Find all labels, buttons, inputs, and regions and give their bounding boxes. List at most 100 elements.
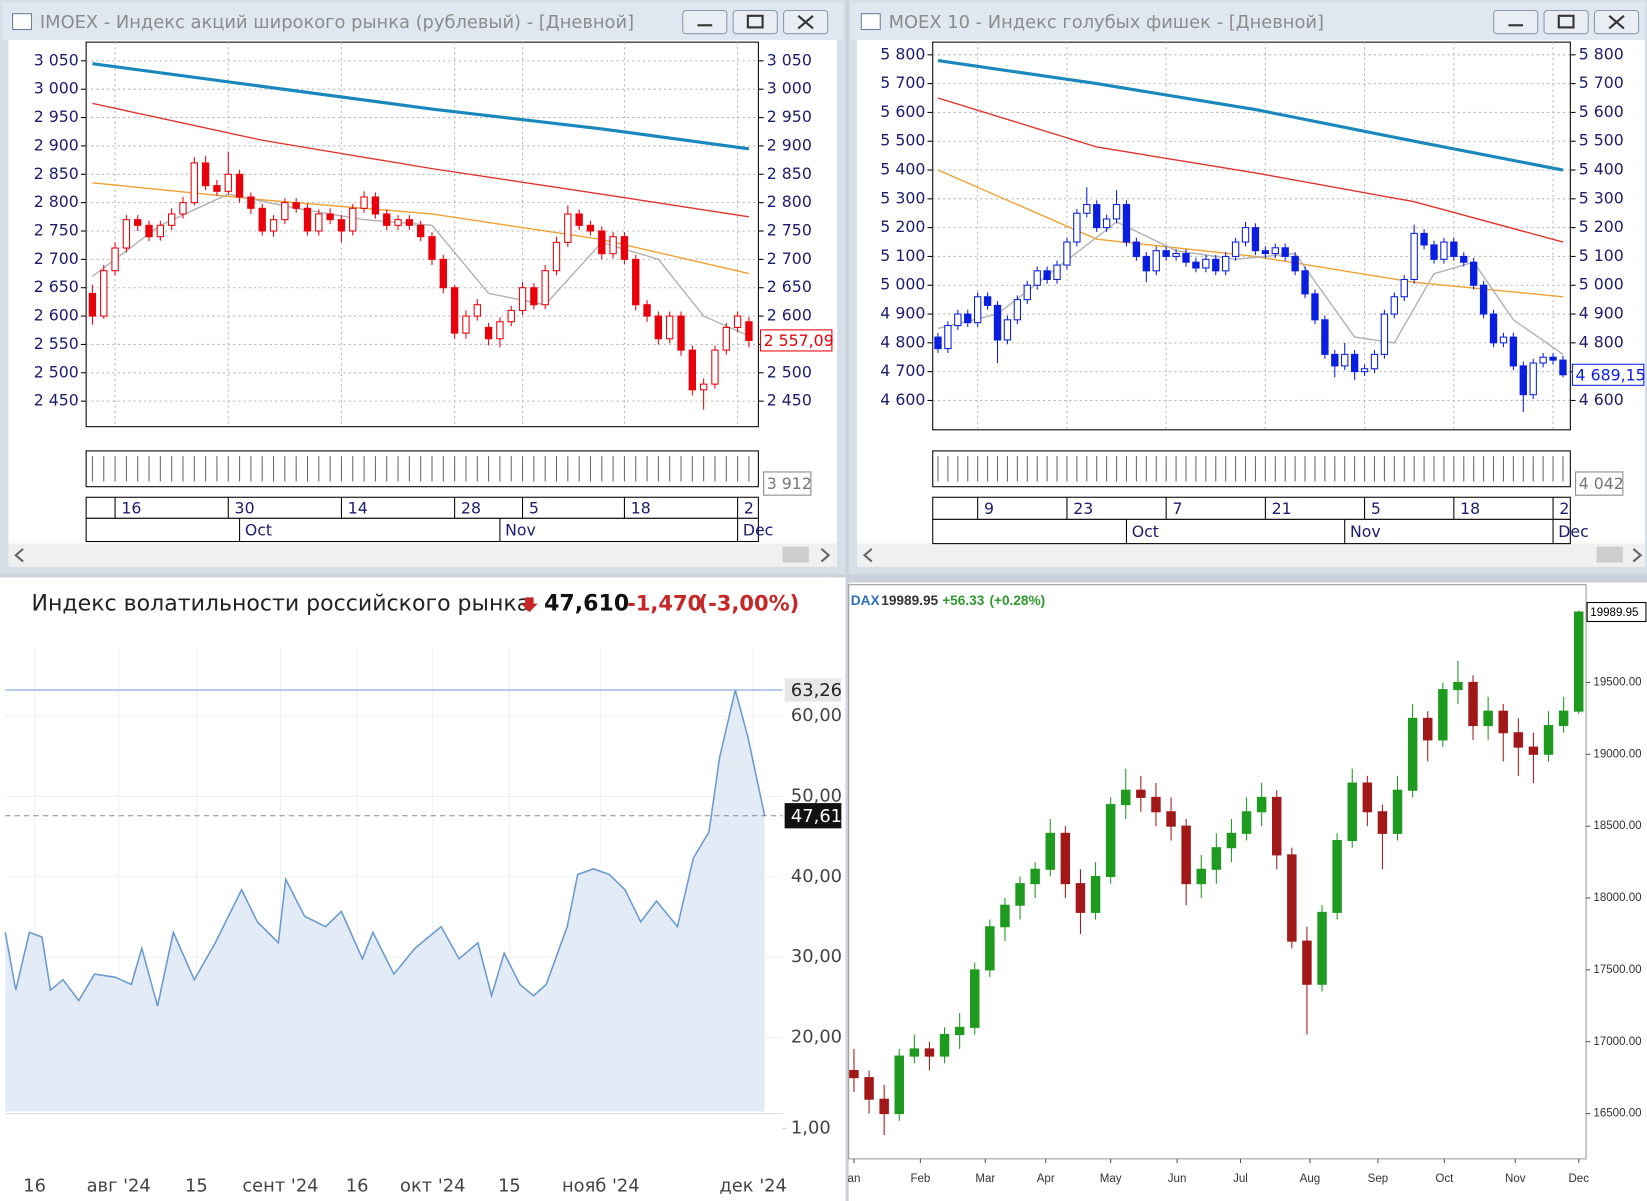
candle-body (1498, 710, 1508, 734)
candle-body (1311, 293, 1319, 321)
candle-body (745, 321, 753, 341)
x-tick-label: May (1100, 1173, 1122, 1185)
candle-body (1281, 247, 1289, 257)
candle-body (1196, 868, 1206, 885)
y-tick-label: 2 800 (34, 192, 79, 211)
scrollbar[interactable] (8, 543, 838, 567)
x-tick-label: 14 (348, 498, 368, 517)
minimize-button[interactable] (682, 10, 728, 35)
candle-body (1407, 717, 1418, 791)
last-value-label: 19989.95 (1590, 607, 1638, 619)
candle-body (954, 313, 962, 327)
scroll-thumb[interactable] (1596, 546, 1623, 563)
y-tick-label: 2 900 (767, 135, 812, 154)
y-tick-label: 17500.00 (1593, 964, 1641, 976)
candle-body (383, 213, 391, 226)
scrollbar[interactable] (857, 543, 1645, 567)
candle-body (620, 236, 629, 260)
date-strip (932, 518, 1571, 545)
candle-body (484, 326, 493, 340)
candle-body (1499, 336, 1508, 344)
y-tick-label: 2 700 (767, 249, 812, 268)
candle-body (1430, 244, 1438, 260)
candle-body (985, 926, 995, 971)
y-tick-label: 5 600 (880, 102, 925, 121)
scroll-arrows[interactable] (862, 548, 1643, 563)
candle-body (315, 213, 323, 232)
y-tick-label: 4 800 (1579, 332, 1624, 351)
y-tick-label: 5 100 (880, 246, 925, 265)
y-tick-label: 2 450 (34, 391, 79, 410)
candle-body (190, 162, 198, 204)
candle-body (1450, 241, 1458, 257)
y-tick-label: 5 800 (880, 44, 925, 63)
change-value: -1,470 (627, 591, 702, 616)
candle-body (944, 325, 952, 350)
candle-body (1063, 241, 1071, 266)
month-label: Dec (1558, 522, 1588, 541)
maximize-button[interactable] (732, 10, 778, 35)
y-tick-label: 2 600 (767, 306, 812, 325)
change-arrow (520, 597, 538, 613)
y-tick-label: 3 050 (34, 50, 79, 69)
x-tick-label: Jul (1233, 1173, 1248, 1185)
window-title: MOEX 10 - Индекс голубых фишек - [Дневно… (889, 12, 1324, 33)
candle-body (1251, 227, 1260, 252)
x-tick-label: 2 (744, 498, 754, 517)
candle-body (326, 213, 334, 221)
moving-average (937, 97, 1564, 243)
candle-body (1559, 359, 1567, 376)
candle-body (1509, 336, 1518, 367)
candle-body (1151, 796, 1161, 813)
month-label: Nov (505, 520, 536, 539)
candle-body (993, 304, 1002, 341)
candle-body (530, 287, 538, 306)
minimize-button[interactable] (1493, 10, 1539, 35)
candle-body (462, 315, 470, 334)
last-value: 47,610 (544, 591, 629, 617)
candle-body (473, 304, 481, 317)
candle-body (258, 207, 266, 232)
candle-body (224, 173, 232, 192)
scroll-thumb[interactable] (782, 546, 809, 563)
price-change-pct: (+0.28%) (989, 593, 1045, 608)
area-line (4, 689, 766, 1007)
y-tick-label: 50,00 (791, 786, 842, 807)
y-tick-label: 3 000 (34, 79, 79, 98)
candle-body (1132, 241, 1141, 257)
x-tick-label: 5 (529, 498, 539, 517)
candle-body (1112, 204, 1121, 220)
candle-body (405, 219, 414, 226)
volume-label: 4 042 (1579, 474, 1624, 493)
candle-body (1558, 710, 1569, 727)
candle-body (1390, 296, 1399, 315)
candle-body (1211, 847, 1222, 870)
y-tick-label: 5 700 (880, 73, 925, 92)
x-tick-label: дек '24 (719, 1175, 786, 1196)
candle-body (973, 296, 982, 324)
y-tick-label: 5 000 (1579, 275, 1624, 294)
candle-body (964, 313, 972, 324)
date-strip (85, 517, 759, 543)
maximize-button[interactable] (1543, 10, 1589, 35)
candle-body (1543, 725, 1554, 755)
candle-body (1400, 278, 1408, 298)
y-tick-label: 2 850 (34, 164, 79, 183)
scroll-arrows[interactable] (14, 548, 831, 563)
candle-body (1347, 782, 1357, 842)
candle-body (1083, 204, 1091, 214)
x-tick-label: an (848, 1173, 861, 1185)
maximize-icon (1557, 14, 1575, 29)
candle-body (1321, 319, 1329, 355)
candle-body (1000, 904, 1010, 928)
candle-body (586, 224, 595, 232)
last-value-box (759, 329, 833, 352)
candle-body (924, 1048, 935, 1057)
last-price: 19989.95 (881, 593, 938, 608)
y-tick-label: 19000.00 (1593, 748, 1641, 760)
candle-body (632, 258, 640, 306)
candle-body (360, 196, 368, 209)
candle-body (1291, 255, 1299, 272)
